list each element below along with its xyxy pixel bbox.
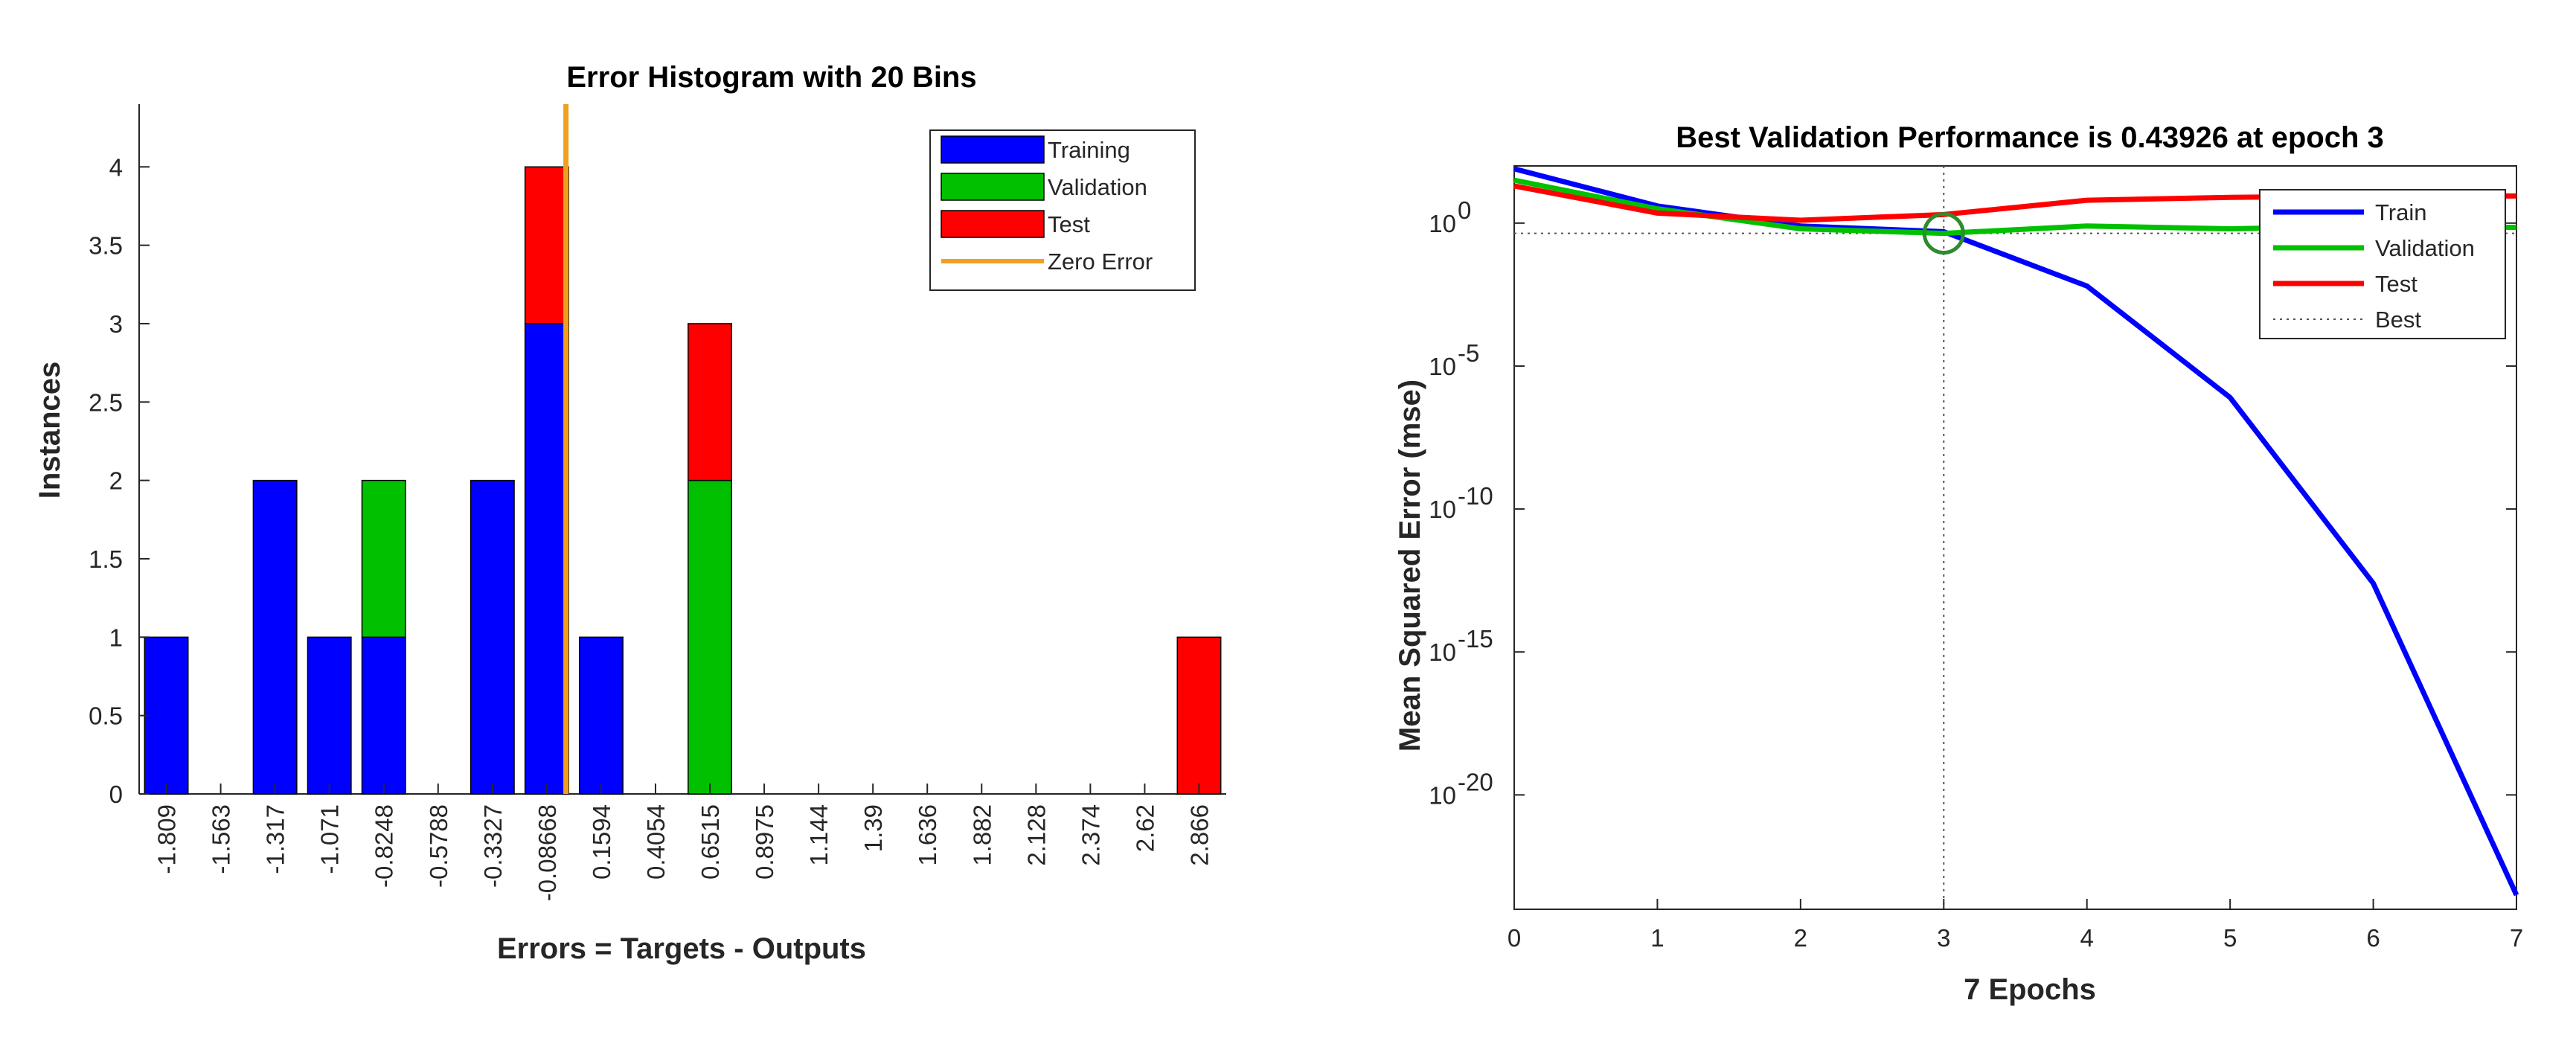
histogram-x-tick-label: -0.8248 xyxy=(371,804,398,888)
histogram-x-tick-label: -1.071 xyxy=(316,804,344,874)
performance-y-tick-base: 10 xyxy=(1429,496,1456,523)
performance-x-tick-label: 4 xyxy=(2080,924,2094,952)
histogram-bar-validation-10 xyxy=(688,479,732,795)
performance-y-tick-base: 10 xyxy=(1429,638,1456,666)
histogram-legend-label: Validation xyxy=(1048,174,1147,200)
histogram-bar-training-0 xyxy=(144,636,189,795)
performance-axes-box xyxy=(1513,165,2517,910)
histogram-bar-test-19 xyxy=(1176,636,1222,795)
performance-y-tick-base: 10 xyxy=(1429,210,1456,237)
histogram-x-tick-label: 0.1594 xyxy=(588,804,615,880)
histogram-x-tick-label: 1.39 xyxy=(859,804,887,852)
histogram-legend-swatch xyxy=(941,210,1045,238)
performance-x-tick-label: 2 xyxy=(1794,924,1807,952)
histogram-bar-test-10 xyxy=(688,323,732,481)
histogram-y-tick-label: 3.5 xyxy=(89,232,123,260)
performance-legend: Train Validation Test Best xyxy=(2259,189,2506,339)
histogram-y-tick-label: 0.5 xyxy=(89,702,123,730)
performance-legend-label: Test xyxy=(2375,271,2418,297)
histogram-legend-swatch xyxy=(941,173,1045,201)
histogram-x-tick-label: 1.636 xyxy=(914,804,941,866)
histogram-bar-training-6 xyxy=(470,479,515,795)
histogram-y-ticks: 0 0.5 1 1.5 2 2.5 3 3.5 4 xyxy=(89,153,150,808)
performance-y-tick-exponent: -10 xyxy=(1458,482,1493,510)
histogram-legend-label: Zero Error xyxy=(1048,249,1153,275)
performance-x-tick-label: 7 xyxy=(2510,924,2523,952)
performance-y-tick-base: 10 xyxy=(1429,781,1456,809)
performance-line-train xyxy=(1513,166,2519,897)
histogram-x-tick-label: 1.144 xyxy=(805,804,833,866)
histogram-x-tick-label: 2.128 xyxy=(1022,804,1050,866)
histogram-legend-swatch xyxy=(941,135,1045,164)
performance-x-tick-label: 1 xyxy=(1650,924,1664,952)
performance-y-tick-exponent: -5 xyxy=(1458,339,1479,367)
histogram-x-tick-label: 0.4054 xyxy=(642,804,670,880)
performance-x-ticks: 0 1 2 3 4 5 6 7 xyxy=(1508,899,2523,952)
histogram-x-tick-label: -0.5788 xyxy=(425,804,452,888)
performance-axes xyxy=(1513,165,2517,910)
histogram-bar-validation-4 xyxy=(361,479,406,638)
performance-y-tick-exponent: 0 xyxy=(1458,196,1471,224)
histogram-x-tick-label: 0.6515 xyxy=(696,804,724,880)
performance-y-tick-exponent: -15 xyxy=(1458,625,1493,653)
histogram-x-tick-label: 2.866 xyxy=(1185,804,1213,866)
histogram-bar-training-3 xyxy=(307,636,352,795)
histogram-x-tick-label: 0.8975 xyxy=(751,804,778,880)
histogram-x-tick-label: 2.62 xyxy=(1131,804,1159,852)
histogram-legend: Training Validation Test Zero Error xyxy=(929,129,1196,291)
histogram-x-tick-label: -0.08668 xyxy=(534,804,561,901)
best-validation-marker xyxy=(1922,212,1965,255)
histogram-x-tick-label: -1.563 xyxy=(208,804,235,874)
performance-x-label: 7 Epochs xyxy=(1964,973,2096,1006)
histogram-x-tick-label: -1.317 xyxy=(262,804,289,874)
performance-y-tick-exponent: -20 xyxy=(1458,768,1493,795)
histogram-y-tick-label: 4 xyxy=(109,153,123,181)
histogram-x-tick-label: 1.882 xyxy=(968,804,996,866)
performance-x-tick-label: 5 xyxy=(2223,924,2237,952)
histogram-legend-label: Test xyxy=(1048,211,1090,237)
histogram-bar-training-2 xyxy=(252,479,298,795)
performance-x-tick-label: 6 xyxy=(2366,924,2380,952)
performance-plot: Best Validation Performance is 0.43926 a… xyxy=(1394,121,2523,1006)
histogram-y-tick-label: 1 xyxy=(109,624,123,651)
histogram-bars xyxy=(144,104,1222,795)
histogram-bar-training-4 xyxy=(361,636,406,795)
histogram-x-tick-label: -0.3327 xyxy=(479,804,507,888)
histogram-x-label: Errors = Targets - Outputs xyxy=(497,932,866,965)
histogram-title: Error Histogram with 20 Bins xyxy=(566,61,976,94)
performance-x-tick-label: 3 xyxy=(1937,924,1950,952)
histogram-y-tick-label: 3 xyxy=(109,310,123,338)
histogram-x-tick-label: 2.374 xyxy=(1077,804,1104,866)
performance-legend-label: Validation xyxy=(2375,235,2475,261)
histogram-bar-training-7 xyxy=(524,323,569,795)
histogram-bar-test-7 xyxy=(524,166,569,324)
histogram-y-tick-label: 1.5 xyxy=(89,545,123,573)
error-histogram: Error Histogram with 20 Bins 0 0.5 1 1.5 2 2.… xyxy=(33,61,1226,965)
performance-legend-label: Best xyxy=(2375,307,2421,333)
performance-y-label: Mean Squared Error (mse) xyxy=(1394,379,1426,752)
histogram-y-tick-label: 2.5 xyxy=(89,388,123,416)
histogram-legend-label: Training xyxy=(1048,137,1130,163)
performance-title: Best Validation Performance is 0.43926 a… xyxy=(1676,121,2384,154)
histogram-bar-training-8 xyxy=(578,636,624,795)
histogram-y-label: Instances xyxy=(33,362,66,499)
histogram-y-tick-label: 2 xyxy=(109,467,123,495)
performance-y-tick-base: 10 xyxy=(1429,353,1456,380)
performance-x-tick-label: 0 xyxy=(1508,924,1521,952)
performance-legend-label: Train xyxy=(2375,199,2426,225)
histogram-x-tick-label: -1.809 xyxy=(153,804,181,874)
histogram-y-tick-label: 0 xyxy=(109,781,123,808)
histogram-x-ticks: -1.809 -1.563 -1.317 -1.071 -0.8248 -0.5788 -0… xyxy=(153,784,1213,901)
